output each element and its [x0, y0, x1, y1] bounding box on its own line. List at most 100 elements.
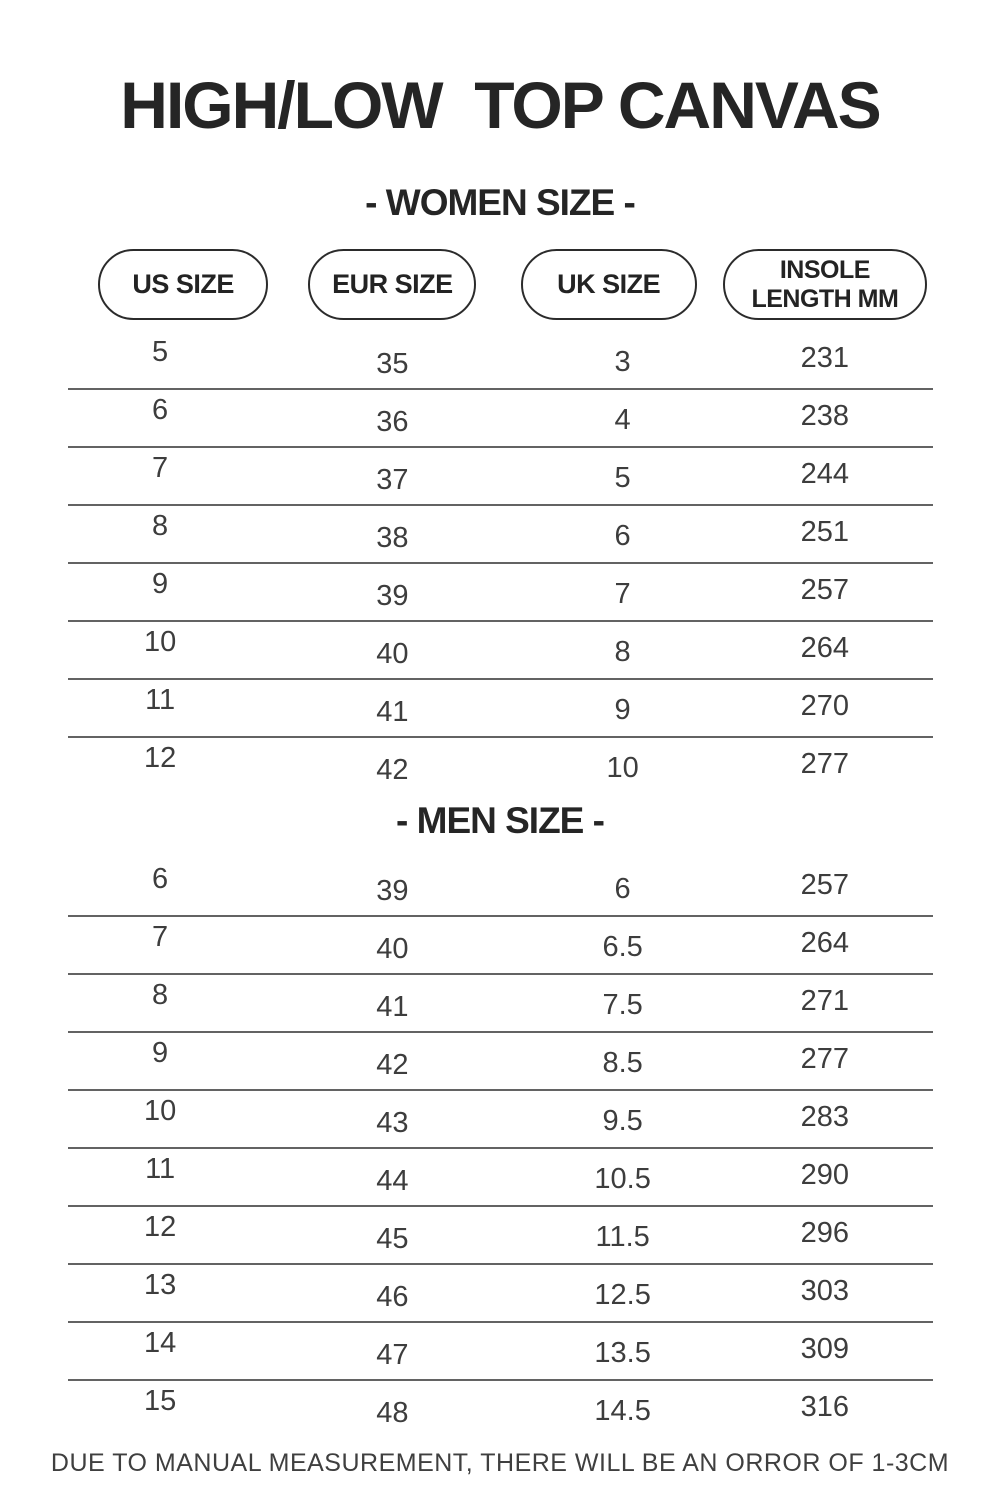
- table-row: 14 47 13.5 309: [68, 1323, 933, 1381]
- column-header-col-us: US SIZE: [68, 249, 284, 320]
- cell-insole-length: 244: [800, 457, 850, 490]
- cell-us-size: 8: [152, 509, 169, 542]
- cell-uk-size: 14.5: [594, 1394, 651, 1427]
- cell-insole-length: 257: [800, 868, 850, 901]
- cell-eur-size: 42: [376, 753, 409, 786]
- cell-us-size: 7: [152, 920, 169, 953]
- cell-uk-size: 7: [614, 577, 631, 610]
- cell-insole-length: 290: [800, 1158, 850, 1191]
- cell-insole-length: 270: [800, 689, 850, 722]
- column-header-label: INSOLE LENGTH MM: [751, 255, 899, 313]
- cell-insole-length: 283: [800, 1100, 850, 1133]
- cell-eur-size: 48: [376, 1396, 409, 1429]
- cell-insole-length: 238: [800, 399, 850, 432]
- cell-us-size: 10: [143, 625, 177, 658]
- cell-uk-size: 5: [614, 461, 631, 494]
- cell-insole-length: 277: [800, 747, 850, 780]
- table-row: 10 40 8 264: [68, 622, 933, 680]
- table-row: 8 41 7.5 271: [68, 975, 933, 1033]
- cell-eur-size: 46: [376, 1280, 409, 1313]
- cell-uk-size: 6: [614, 519, 631, 552]
- cell-insole-length: 303: [800, 1274, 850, 1307]
- table-row: 7 37 5 244: [68, 448, 933, 506]
- column-header-col-insole: INSOLE LENGTH MM: [717, 249, 933, 320]
- cell-eur-size: 41: [376, 695, 409, 728]
- table-row: 7 40 6.5 264: [68, 917, 933, 975]
- page-title: HIGH/LOW TOP CANVAS: [120, 68, 881, 142]
- cell-eur-size: 39: [376, 874, 409, 907]
- cell-eur-size: 40: [376, 932, 409, 965]
- column-header-eur-size: EUR SIZE: [308, 249, 477, 320]
- cell-us-size: 9: [152, 1036, 169, 1069]
- cell-uk-size: 6.5: [602, 930, 643, 963]
- cell-us-size: 12: [143, 1210, 177, 1243]
- cell-uk-size: 8.5: [602, 1046, 643, 1079]
- table-row: 9 39 7 257: [68, 564, 933, 622]
- cell-us-size: 14: [143, 1326, 177, 1359]
- table-row: 6 36 4 238: [68, 390, 933, 448]
- cell-uk-size: 12.5: [594, 1278, 651, 1311]
- women-size-table: 5 35 3 231 6 36 4 238 7 37 5 244 8 38: [68, 332, 933, 794]
- cell-insole-length: 316: [800, 1390, 850, 1423]
- cell-uk-size: 4: [614, 403, 631, 436]
- cell-us-size: 5: [152, 335, 169, 368]
- men-size-table: 6 39 6 257 7 40 6.5 264 8 41 7.5 271 9: [68, 859, 933, 1437]
- cell-insole-length: 309: [800, 1332, 850, 1365]
- cell-insole-length: 277: [800, 1042, 850, 1075]
- column-header-insole-length: INSOLE LENGTH MM: [722, 249, 927, 320]
- cell-us-size: 10: [143, 1094, 177, 1127]
- table-row: 10 43 9.5 283: [68, 1091, 933, 1149]
- cell-eur-size: 38: [376, 521, 409, 554]
- table-row: 5 35 3 231: [68, 332, 933, 390]
- table-row: 12 42 10 277: [68, 738, 933, 794]
- column-header-label: US SIZE: [132, 269, 234, 299]
- column-header-label: UK SIZE: [557, 269, 661, 299]
- cell-us-size: 7: [152, 451, 169, 484]
- cell-eur-size: 42: [376, 1048, 409, 1081]
- table-row: 8 38 6 251: [68, 506, 933, 564]
- women-section-heading: - WOMEN SIZE -: [365, 182, 636, 223]
- cell-insole-length: 264: [800, 631, 850, 664]
- cell-insole-length: 257: [800, 573, 850, 606]
- cell-uk-size: 8: [614, 635, 631, 668]
- cell-uk-size: 11.5: [595, 1220, 650, 1253]
- cell-insole-length: 271: [800, 984, 850, 1017]
- cell-eur-size: 43: [376, 1106, 409, 1139]
- cell-uk-size: 3: [614, 345, 631, 378]
- column-header-uk-size: UK SIZE: [520, 249, 697, 320]
- cell-insole-length: 251: [800, 515, 850, 548]
- column-header-label: EUR SIZE: [332, 269, 453, 299]
- column-header-col-uk: UK SIZE: [501, 249, 717, 320]
- cell-uk-size: 7.5: [602, 988, 643, 1021]
- cell-us-size: 11: [145, 1152, 176, 1185]
- cell-eur-size: 44: [376, 1164, 409, 1197]
- cell-uk-size: 10: [606, 751, 639, 784]
- cell-uk-size: 9: [614, 693, 631, 726]
- cell-insole-length: 231: [800, 341, 850, 374]
- cell-uk-size: 9.5: [602, 1104, 643, 1137]
- column-header-us-size: US SIZE: [98, 249, 269, 320]
- table-row: 9 42 8.5 277: [68, 1033, 933, 1091]
- cell-uk-size: 6: [614, 872, 631, 905]
- cell-us-size: 8: [152, 978, 169, 1011]
- cell-us-size: 9: [152, 567, 169, 600]
- table-row: 12 45 11.5 296: [68, 1207, 933, 1265]
- cell-us-size: 12: [143, 741, 177, 774]
- cell-us-size: 6: [152, 862, 169, 895]
- cell-eur-size: 41: [376, 990, 409, 1023]
- cell-us-size: 13: [143, 1268, 177, 1301]
- table-row: 6 39 6 257: [68, 859, 933, 917]
- cell-eur-size: 39: [376, 579, 409, 612]
- cell-eur-size: 36: [376, 405, 409, 438]
- table-row: 11 44 10.5 290: [68, 1149, 933, 1207]
- column-header-row: US SIZE EUR SIZE UK SIZE INSOLE LENGTH M…: [68, 249, 933, 320]
- cell-us-size: 6: [152, 393, 169, 426]
- cell-eur-size: 47: [376, 1338, 409, 1371]
- cell-insole-length: 296: [800, 1216, 850, 1249]
- men-section-heading: - MEN SIZE -: [396, 800, 605, 841]
- cell-uk-size: 10.5: [594, 1162, 651, 1195]
- table-row: 13 46 12.5 303: [68, 1265, 933, 1323]
- table-row: 11 41 9 270: [68, 680, 933, 738]
- cell-eur-size: 45: [376, 1222, 409, 1255]
